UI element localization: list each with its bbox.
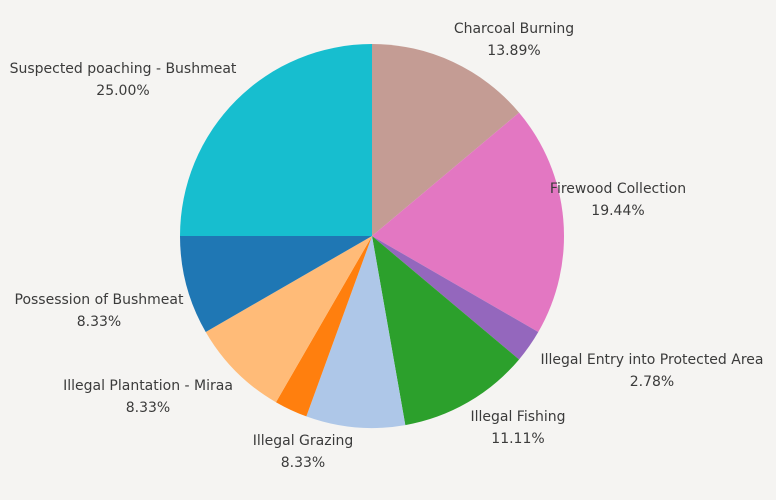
slice-category-label: Illegal Fishing (470, 409, 565, 425)
slice-label-suspected-poaching-bushmeat: Suspected poaching - Bushmeat 25.00% (10, 61, 237, 99)
slice-category-label: Suspected poaching - Bushmeat (10, 61, 237, 77)
pie-slice-illegal-plantation-miraa[interactable] (205, 236, 372, 403)
pie-slice-illegal-grazing[interactable] (306, 236, 406, 429)
slice-percent-label: 8.33% (77, 314, 121, 330)
slice-percent-label: 19.44% (591, 203, 644, 219)
slice-category-label: Illegal Entry into Protected Area (541, 352, 764, 368)
slice-percent-label: 2.78% (630, 374, 674, 390)
pie-slice-charcoal-burning[interactable] (372, 44, 520, 236)
slice-category-label: Charcoal Burning (454, 21, 574, 37)
slice-percent-label: 8.33% (281, 455, 325, 471)
slice-category-label: Possession of Bushmeat (15, 292, 184, 308)
slice-label-illegal-grazing: Illegal Grazing 8.33% (253, 433, 354, 471)
slice-percent-label: 25.00% (96, 83, 149, 99)
slice-category-label: Illegal Plantation - Miraa (63, 378, 233, 394)
slice-label-illegal-fishing: Illegal Fishing 11.11% (470, 409, 565, 447)
pie-labels: Charcoal Burning 13.89% Firewood Collectio… (10, 21, 764, 471)
slice-percent-label: 11.11% (491, 431, 544, 447)
pie-slice-unlabeled[interactable] (275, 236, 372, 417)
slice-label-illegal-entry-into-protected-area: Illegal Entry into Protected Area 2.78% (541, 352, 764, 390)
slice-label-possession-of-bushmeat: Possession of Bushmeat 8.33% (15, 292, 184, 330)
slice-label-firewood-collection: Firewood Collection 19.44% (550, 181, 686, 219)
slice-category-label: Firewood Collection (550, 181, 686, 197)
slice-percent-label: 13.89% (487, 43, 540, 59)
slice-percent-label: 8.33% (126, 400, 170, 416)
pie-slice-firewood-collection[interactable] (372, 112, 565, 332)
slice-label-illegal-plantation-miraa: Illegal Plantation - Miraa 8.33% (63, 378, 233, 416)
pie-slice-suspected-poaching-bushmeat[interactable] (180, 44, 372, 237)
pie-slice-illegal-entry-into-protected-area[interactable] (372, 236, 539, 360)
slice-category-label: Illegal Grazing (253, 433, 354, 449)
pie-slice-illegal-fishing[interactable] (372, 236, 520, 426)
slice-label-charcoal-burning: Charcoal Burning 13.89% (454, 21, 574, 59)
pie-slices (180, 44, 565, 429)
pie-slice-possession-of-bushmeat[interactable] (180, 236, 372, 332)
